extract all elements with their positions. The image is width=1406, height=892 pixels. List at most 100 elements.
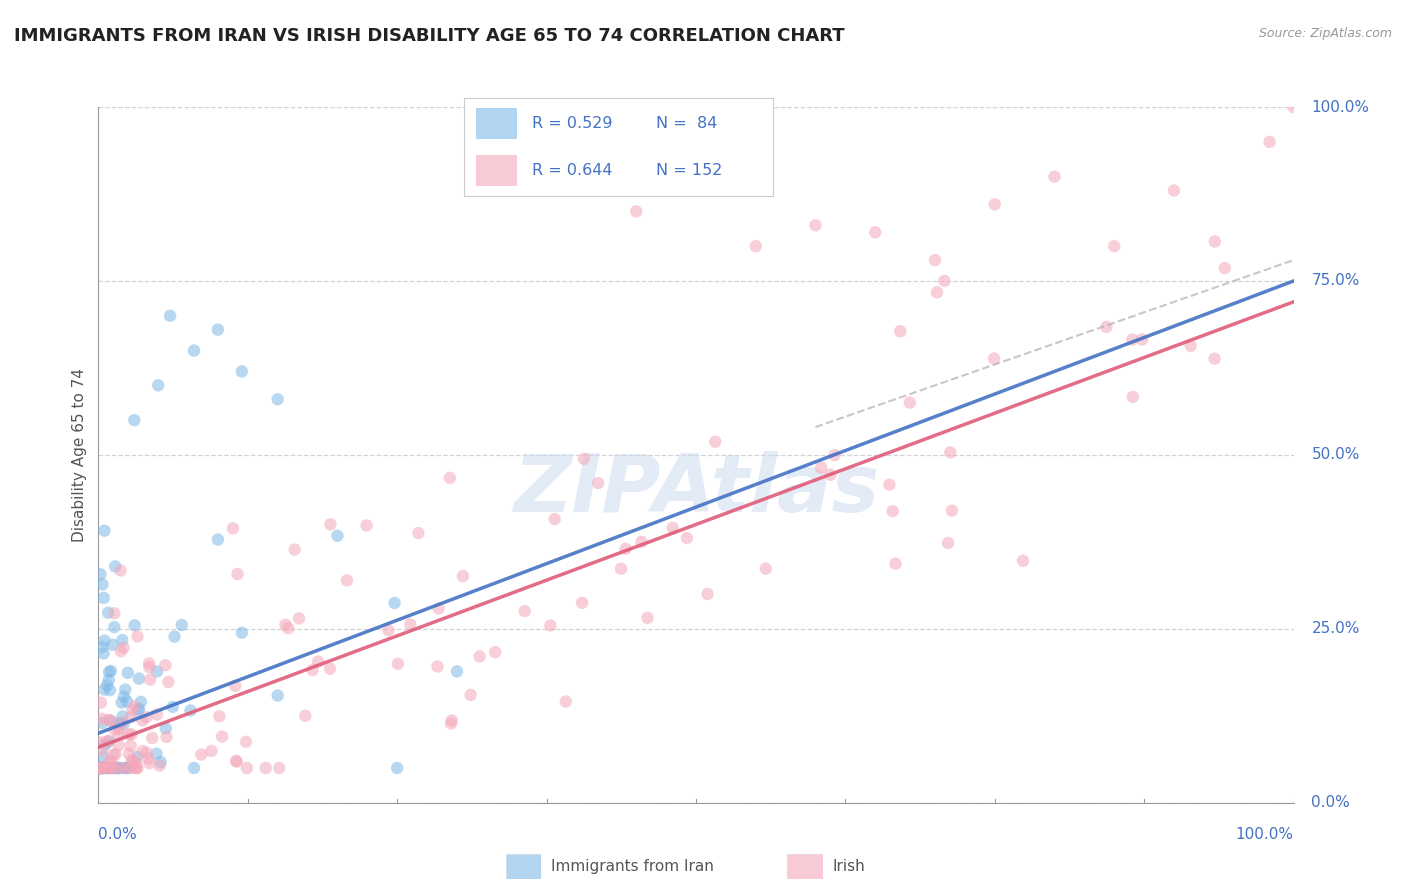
Point bbox=[336, 574, 359, 588]
Point bbox=[120, 759, 142, 773]
Point bbox=[696, 587, 718, 601]
Point bbox=[676, 531, 699, 545]
Point bbox=[89, 761, 111, 775]
Text: Immigrants from Iran: Immigrants from Iran bbox=[551, 859, 714, 873]
Point bbox=[1163, 184, 1185, 198]
Point bbox=[254, 761, 277, 775]
Point bbox=[1282, 100, 1305, 114]
Point bbox=[222, 521, 245, 535]
Point bbox=[439, 471, 461, 485]
Point bbox=[90, 696, 112, 710]
Point bbox=[149, 755, 172, 769]
Point bbox=[267, 689, 290, 703]
Y-axis label: Disability Age 65 to 74: Disability Age 65 to 74 bbox=[72, 368, 87, 542]
Bar bbox=[477, 108, 516, 139]
Point bbox=[91, 761, 114, 775]
Point bbox=[98, 734, 121, 748]
Point bbox=[468, 649, 491, 664]
Point bbox=[162, 699, 184, 714]
Point bbox=[90, 761, 112, 775]
Point bbox=[124, 699, 146, 714]
Point bbox=[98, 683, 121, 698]
Point bbox=[89, 761, 111, 775]
Text: 0.0%: 0.0% bbox=[1312, 796, 1350, 810]
Point bbox=[384, 596, 406, 610]
Point bbox=[93, 524, 115, 538]
Point bbox=[97, 761, 120, 775]
Point bbox=[934, 274, 956, 288]
Point bbox=[107, 761, 129, 775]
Point bbox=[145, 747, 167, 761]
Point bbox=[179, 704, 201, 718]
Point bbox=[104, 559, 127, 574]
Point bbox=[103, 723, 125, 737]
Point bbox=[624, 204, 647, 219]
Point bbox=[225, 755, 247, 769]
Point bbox=[427, 601, 450, 615]
Point bbox=[1043, 169, 1066, 184]
Point bbox=[538, 618, 561, 632]
Point bbox=[1102, 239, 1125, 253]
Point bbox=[610, 562, 633, 576]
Point bbox=[100, 664, 122, 678]
Point bbox=[1204, 351, 1226, 366]
Point bbox=[155, 730, 177, 744]
Point bbox=[277, 621, 299, 635]
Point bbox=[115, 695, 138, 709]
Point bbox=[110, 644, 132, 658]
Point bbox=[148, 378, 170, 392]
Point bbox=[1180, 339, 1202, 353]
Point bbox=[288, 611, 311, 625]
Point bbox=[755, 561, 778, 575]
Point bbox=[124, 413, 146, 427]
Point bbox=[117, 665, 139, 680]
Point bbox=[97, 673, 120, 687]
Text: N =  84: N = 84 bbox=[655, 116, 717, 131]
Point bbox=[101, 761, 124, 775]
Point bbox=[122, 754, 145, 768]
Point bbox=[190, 747, 212, 762]
Point bbox=[294, 708, 316, 723]
Point bbox=[231, 364, 253, 378]
Point bbox=[89, 761, 111, 775]
Point bbox=[101, 714, 124, 729]
Point bbox=[572, 451, 595, 466]
Point bbox=[211, 730, 233, 744]
Point bbox=[118, 747, 141, 761]
Point bbox=[939, 445, 962, 459]
Point bbox=[446, 665, 468, 679]
Point bbox=[132, 744, 155, 758]
Point bbox=[127, 630, 149, 644]
Point bbox=[183, 761, 205, 775]
Point bbox=[983, 351, 1005, 366]
Point bbox=[120, 710, 142, 724]
Point bbox=[936, 536, 959, 550]
Point bbox=[121, 727, 143, 741]
Bar bbox=[477, 155, 516, 186]
Point bbox=[104, 747, 127, 761]
Point bbox=[120, 761, 142, 775]
Point bbox=[97, 761, 120, 775]
Point bbox=[128, 702, 150, 716]
Point bbox=[208, 709, 231, 723]
Point bbox=[226, 566, 249, 581]
Point bbox=[98, 761, 121, 775]
Point bbox=[94, 735, 117, 749]
Point bbox=[1122, 390, 1144, 404]
Point bbox=[889, 324, 911, 338]
Point bbox=[127, 704, 149, 718]
Point bbox=[440, 716, 463, 731]
Point bbox=[124, 761, 146, 775]
Point bbox=[135, 746, 157, 760]
Point bbox=[94, 738, 117, 752]
Point bbox=[104, 761, 127, 775]
Text: 50.0%: 50.0% bbox=[1312, 448, 1360, 462]
Point bbox=[90, 761, 112, 775]
Point bbox=[96, 678, 118, 692]
Text: Irish: Irish bbox=[832, 859, 865, 873]
Point bbox=[121, 703, 143, 717]
Point bbox=[90, 761, 112, 775]
Point bbox=[387, 657, 409, 671]
Point bbox=[93, 591, 115, 605]
Point bbox=[170, 618, 193, 632]
